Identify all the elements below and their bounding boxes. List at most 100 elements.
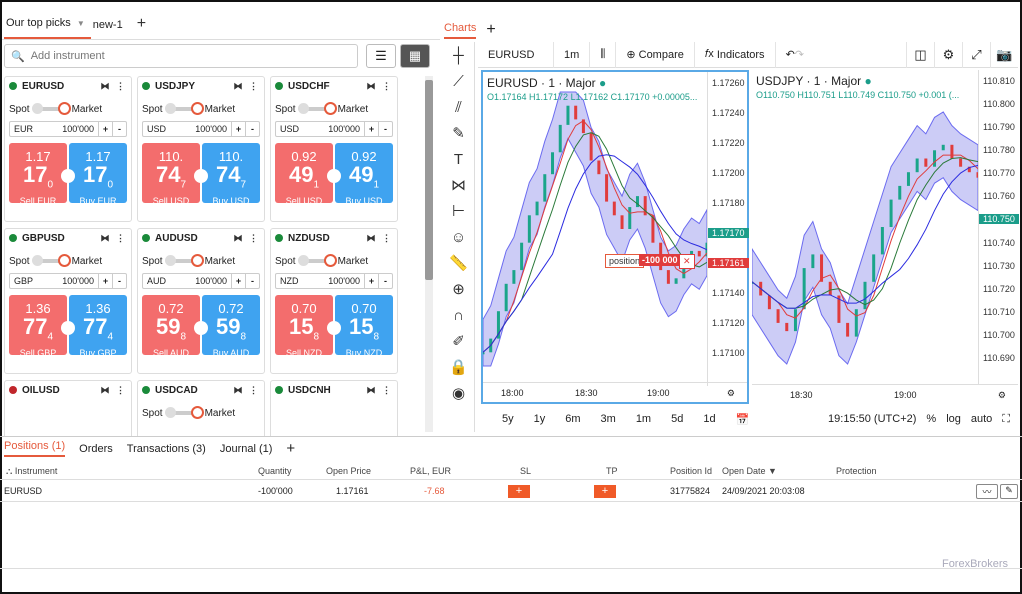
- decrease-button[interactable]: -: [245, 122, 259, 136]
- list-view-button[interactable]: ☰: [366, 44, 396, 68]
- lock-drawing-icon[interactable]: ✐: [452, 333, 465, 350]
- gear-icon[interactable]: ⚙: [934, 41, 962, 68]
- amount-input[interactable]: NZD 100'000 + -: [275, 273, 393, 289]
- symbol-selector[interactable]: EURUSD: [478, 41, 554, 68]
- increase-button[interactable]: +: [231, 274, 245, 288]
- card-menu-icon[interactable]: ⧓ ⋮: [233, 232, 260, 243]
- scrollbar[interactable]: [425, 76, 433, 432]
- spot-market-toggle[interactable]: [297, 254, 337, 267]
- tab-positions[interactable]: Positions (1): [4, 440, 66, 457]
- tab-charts[interactable]: Charts: [444, 22, 477, 39]
- layout-icon[interactable]: ◫: [906, 41, 934, 68]
- col-open-date[interactable]: Open Date ▼: [722, 466, 777, 476]
- fullscreen-icon[interactable]: ⛶: [1002, 412, 1010, 425]
- amount-input[interactable]: EUR 100'000 + -: [9, 121, 127, 137]
- buy-button[interactable]: 0.70 158 Buy NZD: [335, 295, 393, 358]
- grid-view-button[interactable]: ▦: [400, 44, 430, 68]
- amount-input[interactable]: USD 100'000 + -: [142, 121, 260, 137]
- add-tp-button[interactable]: +: [594, 485, 616, 498]
- pattern-icon[interactable]: ⋈: [451, 177, 466, 194]
- amount-input[interactable]: AUD 100'000 + -: [142, 273, 260, 289]
- candle-type-button[interactable]: ⫼: [590, 41, 617, 68]
- gear-icon[interactable]: ⚙: [726, 388, 735, 398]
- trendline-icon[interactable]: ⟋: [453, 73, 464, 90]
- lock-icon[interactable]: 🔒: [449, 359, 468, 376]
- col-pnl[interactable]: P&L, EUR: [410, 466, 452, 476]
- search-input[interactable]: 🔍 Add instrument: [4, 44, 358, 68]
- tab-orders[interactable]: Orders: [79, 442, 113, 455]
- spot-market-toggle[interactable]: [164, 254, 204, 267]
- edit-icon[interactable]: ✎: [1000, 484, 1018, 499]
- decrease-button[interactable]: -: [378, 274, 392, 288]
- card-menu-icon[interactable]: ⧓ ⋮: [233, 80, 260, 91]
- instrument-card[interactable]: USDCAD ⧓ ⋮ Spot Market: [137, 380, 265, 436]
- magnet-icon[interactable]: ∩: [453, 307, 464, 324]
- col-tp[interactable]: TP: [606, 466, 618, 476]
- add-tab-button[interactable]: +: [286, 440, 296, 457]
- spot-market-toggle[interactable]: [164, 406, 204, 419]
- buy-button[interactable]: 1.36 774 Buy GBP: [69, 295, 127, 358]
- table-row[interactable]: EURUSD -100'000 1.17161 -7.68 + + 317758…: [0, 482, 1022, 502]
- card-menu-icon[interactable]: ⧓ ⋮: [100, 384, 127, 395]
- range-3m[interactable]: 3m: [600, 413, 616, 425]
- decrease-button[interactable]: -: [378, 122, 392, 136]
- tab-new-1[interactable]: new-1: [92, 19, 123, 31]
- instrument-card[interactable]: GBPUSD ⧓ ⋮ Spot Market GBP 100'000 + - 1.36 77…: [4, 228, 132, 374]
- emoji-icon[interactable]: ☺: [450, 229, 467, 246]
- card-menu-icon[interactable]: ⧓ ⋮: [366, 384, 393, 395]
- range-5y[interactable]: 5y: [502, 413, 514, 425]
- decrease-button[interactable]: -: [245, 274, 259, 288]
- range-1m[interactable]: 1m: [635, 413, 652, 425]
- close-position-icon[interactable]: ✕: [679, 254, 695, 269]
- buy-button[interactable]: 1.17 170 Buy EUR: [69, 143, 127, 206]
- spot-market-toggle[interactable]: [164, 102, 204, 115]
- spot-market-toggle[interactable]: [297, 102, 337, 115]
- sell-button[interactable]: 0.92 491 Sell USD: [275, 143, 333, 206]
- spot-market-toggle[interactable]: [31, 102, 71, 115]
- range-5d[interactable]: 5d: [671, 413, 684, 425]
- col-sl[interactable]: SL: [520, 466, 532, 476]
- increase-button[interactable]: +: [98, 122, 112, 136]
- log-toggle[interactable]: log: [946, 413, 961, 425]
- card-menu-icon[interactable]: ⧓ ⋮: [100, 80, 127, 91]
- increase-button[interactable]: +: [231, 122, 245, 136]
- chart-pane-usdjpy[interactable]: USDJPY · 1 · Major ● O110.750 H110.751 L…: [752, 70, 1019, 404]
- instrument-card[interactable]: AUDUSD ⧓ ⋮ Spot Market AUD 100'000 + - 0.72 59…: [137, 228, 265, 374]
- instrument-card[interactable]: USDCHF ⧓ ⋮ Spot Market USD 100'000 + - 0.92 49…: [270, 76, 398, 222]
- instrument-card[interactable]: OILUSD ⧓ ⋮: [4, 380, 132, 436]
- price-axis[interactable]: 110.810 110.800 110.790 110.780 110.770 110.7…: [978, 70, 1019, 384]
- col-position-id[interactable]: Position Id: [670, 466, 713, 476]
- instrument-card[interactable]: EURUSD ⧓ ⋮ Spot Market EUR 100'000 + - 1.17 17…: [4, 76, 132, 222]
- increase-button[interactable]: +: [364, 122, 378, 136]
- card-menu-icon[interactable]: ⧓ ⋮: [100, 232, 127, 243]
- tab-our-top-picks[interactable]: Our top picks ▼: [4, 17, 91, 39]
- card-menu-icon[interactable]: ⧓ ⋮: [233, 384, 260, 395]
- interval-selector[interactable]: 1m: [554, 41, 591, 68]
- time-axis[interactable]: 18:30 19:00 ⚙: [752, 384, 1018, 404]
- col-protection[interactable]: Protection: [836, 466, 877, 476]
- chevron-down-icon[interactable]: ▼: [76, 18, 85, 28]
- instrument-card[interactable]: USDCNH ⧓ ⋮: [270, 380, 398, 436]
- card-menu-icon[interactable]: ⧓ ⋮: [366, 80, 393, 91]
- instrument-card[interactable]: NZDUSD ⧓ ⋮ Spot Market NZD 100'000 + - 0.70 15…: [270, 228, 398, 374]
- decrease-button[interactable]: -: [112, 122, 126, 136]
- sell-button[interactable]: 1.17 170 Sell EUR: [9, 143, 67, 206]
- range-1y[interactable]: 1y: [533, 413, 546, 425]
- amount-input[interactable]: GBP 100'000 + -: [9, 273, 127, 289]
- buy-button[interactable]: 0.72 598 Buy AUD: [202, 295, 260, 358]
- add-sl-button[interactable]: +: [508, 485, 530, 498]
- buy-button[interactable]: 0.92 491 Buy USD: [335, 143, 393, 206]
- auto-toggle[interactable]: auto: [970, 413, 993, 425]
- eye-icon[interactable]: ◉: [451, 385, 466, 402]
- goto-date-icon[interactable]: 📅: [735, 413, 750, 426]
- buy-button[interactable]: 110. 747 Buy USD: [202, 143, 260, 206]
- text-icon[interactable]: T: [453, 151, 464, 168]
- range-1d[interactable]: 1d: [703, 413, 716, 425]
- indicators-button[interactable]: 𝑓x Indicators: [695, 41, 776, 68]
- time-axis[interactable]: 18:00 18:30 19:00 ⚙: [483, 382, 747, 402]
- increase-button[interactable]: +: [364, 274, 378, 288]
- position-value[interactable]: -100 000: [639, 254, 681, 266]
- col-open-price[interactable]: Open Price: [326, 466, 372, 476]
- fib-icon[interactable]: ⫽: [455, 99, 462, 116]
- tab-transactions[interactable]: Transactions (3): [126, 442, 206, 455]
